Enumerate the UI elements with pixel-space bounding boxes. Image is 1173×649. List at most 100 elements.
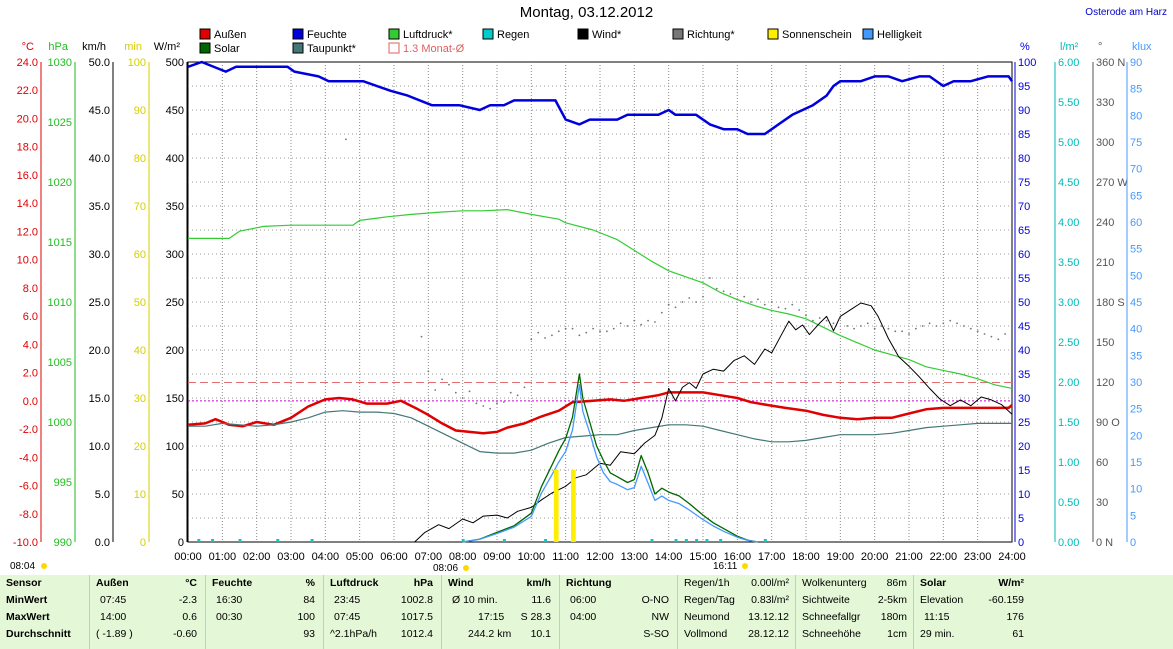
sunshine-bar (572, 470, 576, 542)
table-cell: 06:00 (570, 594, 597, 606)
table-cell: -2.3 (178, 594, 197, 606)
rain-mark (650, 539, 654, 542)
direction-point (489, 407, 492, 410)
x-tick-label: 10:00 (518, 551, 546, 563)
axis-tick-label: 90 (1130, 57, 1142, 69)
table-cell: 16:30 (216, 594, 243, 606)
direction-point (626, 325, 629, 327)
rain-mark (276, 539, 280, 542)
x-tick-label: 07:00 (415, 551, 443, 563)
table-cell: 00:30 (216, 611, 243, 623)
series-line-feuchte (187, 60, 1014, 136)
x-tick-label: 24:00 (998, 551, 1026, 563)
axis-tick-label: 15.0 (89, 393, 110, 405)
direction-point (914, 327, 917, 330)
axis-tick-label: 5 (1018, 513, 1024, 525)
axis-tick-label: 1015 (48, 237, 72, 249)
rain-mark (705, 539, 709, 542)
series-line-solar (462, 373, 759, 543)
sunshine-bar (555, 470, 559, 542)
table-cell: 1cm (887, 628, 907, 640)
legend-swatch-luftdruck (388, 28, 400, 40)
direction-point (420, 335, 423, 338)
table-cell: ( -1.89 ) (96, 628, 133, 640)
axis-tick-label: 22.0 (17, 85, 38, 97)
direction-point (715, 287, 718, 290)
axis-tick-label: 2.50 (1058, 337, 1079, 349)
axis-title-wind: km/h (82, 41, 106, 53)
direction-point (502, 401, 505, 403)
table-cell: 61 (1012, 628, 1024, 640)
direction-point (619, 322, 622, 325)
axis-tick-label: 35.0 (89, 201, 110, 213)
x-tick-label: 06:00 (380, 551, 408, 563)
direction-point (860, 325, 862, 327)
table-cell: 0.83l/m² (751, 594, 789, 606)
axis-tick-label: 400 (166, 153, 184, 165)
sunrise-time: 08:04 (10, 561, 47, 572)
axis-title-lux: klux (1132, 41, 1152, 53)
direction-point (640, 323, 643, 326)
axis-tick-label: 4.0 (23, 339, 38, 351)
axis-tick-label: 1000 (48, 417, 72, 429)
x-tick-label: 14:00 (655, 551, 683, 563)
axis-tick-label: 2.00 (1058, 377, 1079, 389)
axis-title-direction: ° (1098, 41, 1102, 53)
axis-tick-label: 330 (1096, 97, 1114, 109)
legend-label-luftdruck: Luftdruck* (403, 29, 453, 41)
location-label: Osterode am Harz (1085, 7, 1167, 18)
table-cell: Elevation (920, 594, 964, 606)
direction-point (743, 295, 746, 298)
table-col-aussen: Außen °C 07:45 -2.3 14:00 0.6 ( -1.89 ) -0.6… (90, 575, 206, 649)
direction-point (688, 297, 691, 299)
rain-mark (197, 539, 201, 542)
table-unit: km/h (526, 577, 551, 589)
direction-point (736, 298, 739, 301)
axis-tick-label: 45 (1130, 297, 1142, 309)
direction-point (647, 319, 649, 322)
legend-swatch-richtung (672, 28, 684, 40)
axis-tick-label: 70 (134, 201, 146, 213)
sunrise-marker-label: 08:06 (433, 563, 459, 574)
table-col-wolken: Wolkenunterg 86m Sichtweite 2-5km Schneefa… (796, 575, 914, 649)
direction-point (997, 338, 1000, 341)
legend-swatch-feuchte (292, 28, 304, 40)
table-col-solar: Solar W/m² Elevation -60.159 11:15 176 29 m… (914, 575, 1032, 649)
table-cell: 28.12.12 (748, 628, 789, 640)
axis-tick-label: 40 (1018, 345, 1030, 357)
axis-tick-label: 15 (1130, 457, 1142, 469)
table-cell: Schneefallgr (802, 611, 861, 623)
direction-point (949, 319, 952, 322)
axis-tick-label: 0 N (1096, 537, 1113, 549)
axis-tick-label: 100 (1018, 57, 1036, 69)
direction-point (921, 325, 924, 327)
rain-mark (310, 539, 314, 542)
table-cell: 0.00l/m² (751, 577, 789, 589)
axis-tick-label: 1.50 (1058, 417, 1079, 429)
axis-tick-label: 350 (166, 201, 184, 213)
table-col-luftdruck: Luftdruck hPa 23:45 1002.8 07:45 1017.5 ^2.… (324, 575, 442, 649)
axis-tick-label: 50 (1018, 297, 1030, 309)
direction-point (674, 306, 677, 309)
direction-point (894, 330, 897, 333)
direction-point (963, 325, 965, 327)
table-cell: 180m (880, 611, 907, 623)
axis-tick-label: 40.0 (89, 153, 110, 165)
table-cell: 84 (303, 594, 315, 606)
table-cell: 93 (303, 628, 315, 640)
table-cell: 11.6 (531, 594, 551, 606)
legend-label-solar: Solar (214, 43, 240, 55)
x-tick-label: 04:00 (312, 551, 340, 563)
sun-icon (462, 565, 469, 572)
table-row-label: MinWert (6, 594, 48, 606)
legend-swatch-solar (199, 42, 211, 54)
axis-tick-label: 1025 (48, 117, 72, 129)
direction-point (427, 370, 430, 373)
direction-point (667, 303, 670, 306)
direction-point (633, 319, 636, 322)
axis-tick-label: 60 (1130, 217, 1142, 229)
direction-point (695, 301, 698, 303)
axis-tick-label: 30 (134, 393, 146, 405)
axis-tick-label: 4.00 (1058, 217, 1079, 229)
rain-mark (674, 539, 678, 542)
